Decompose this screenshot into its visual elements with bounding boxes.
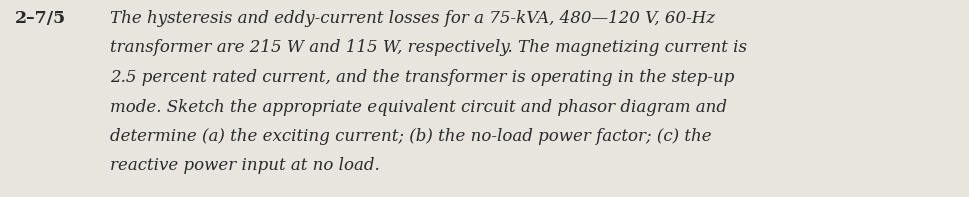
Text: The hysteresis and eddy-current losses for a 75-kVA, 480—120 V, 60-Hz: The hysteresis and eddy-current losses f… xyxy=(110,10,715,27)
Text: 2.5 percent rated current, and the transformer is operating in the step-up: 2.5 percent rated current, and the trans… xyxy=(110,69,735,86)
Text: reactive power input at no load.: reactive power input at no load. xyxy=(110,157,380,175)
Text: determine (a) the exciting current; (b) the no-load power factor; (c) the: determine (a) the exciting current; (b) … xyxy=(110,128,711,145)
Text: mode. Sketch the appropriate equivalent circuit and phasor diagram and: mode. Sketch the appropriate equivalent … xyxy=(110,98,727,115)
Text: 2–7/5: 2–7/5 xyxy=(15,10,66,27)
Text: transformer are 215 W and 115 W, respectively. The magnetizing current is: transformer are 215 W and 115 W, respect… xyxy=(110,40,747,57)
